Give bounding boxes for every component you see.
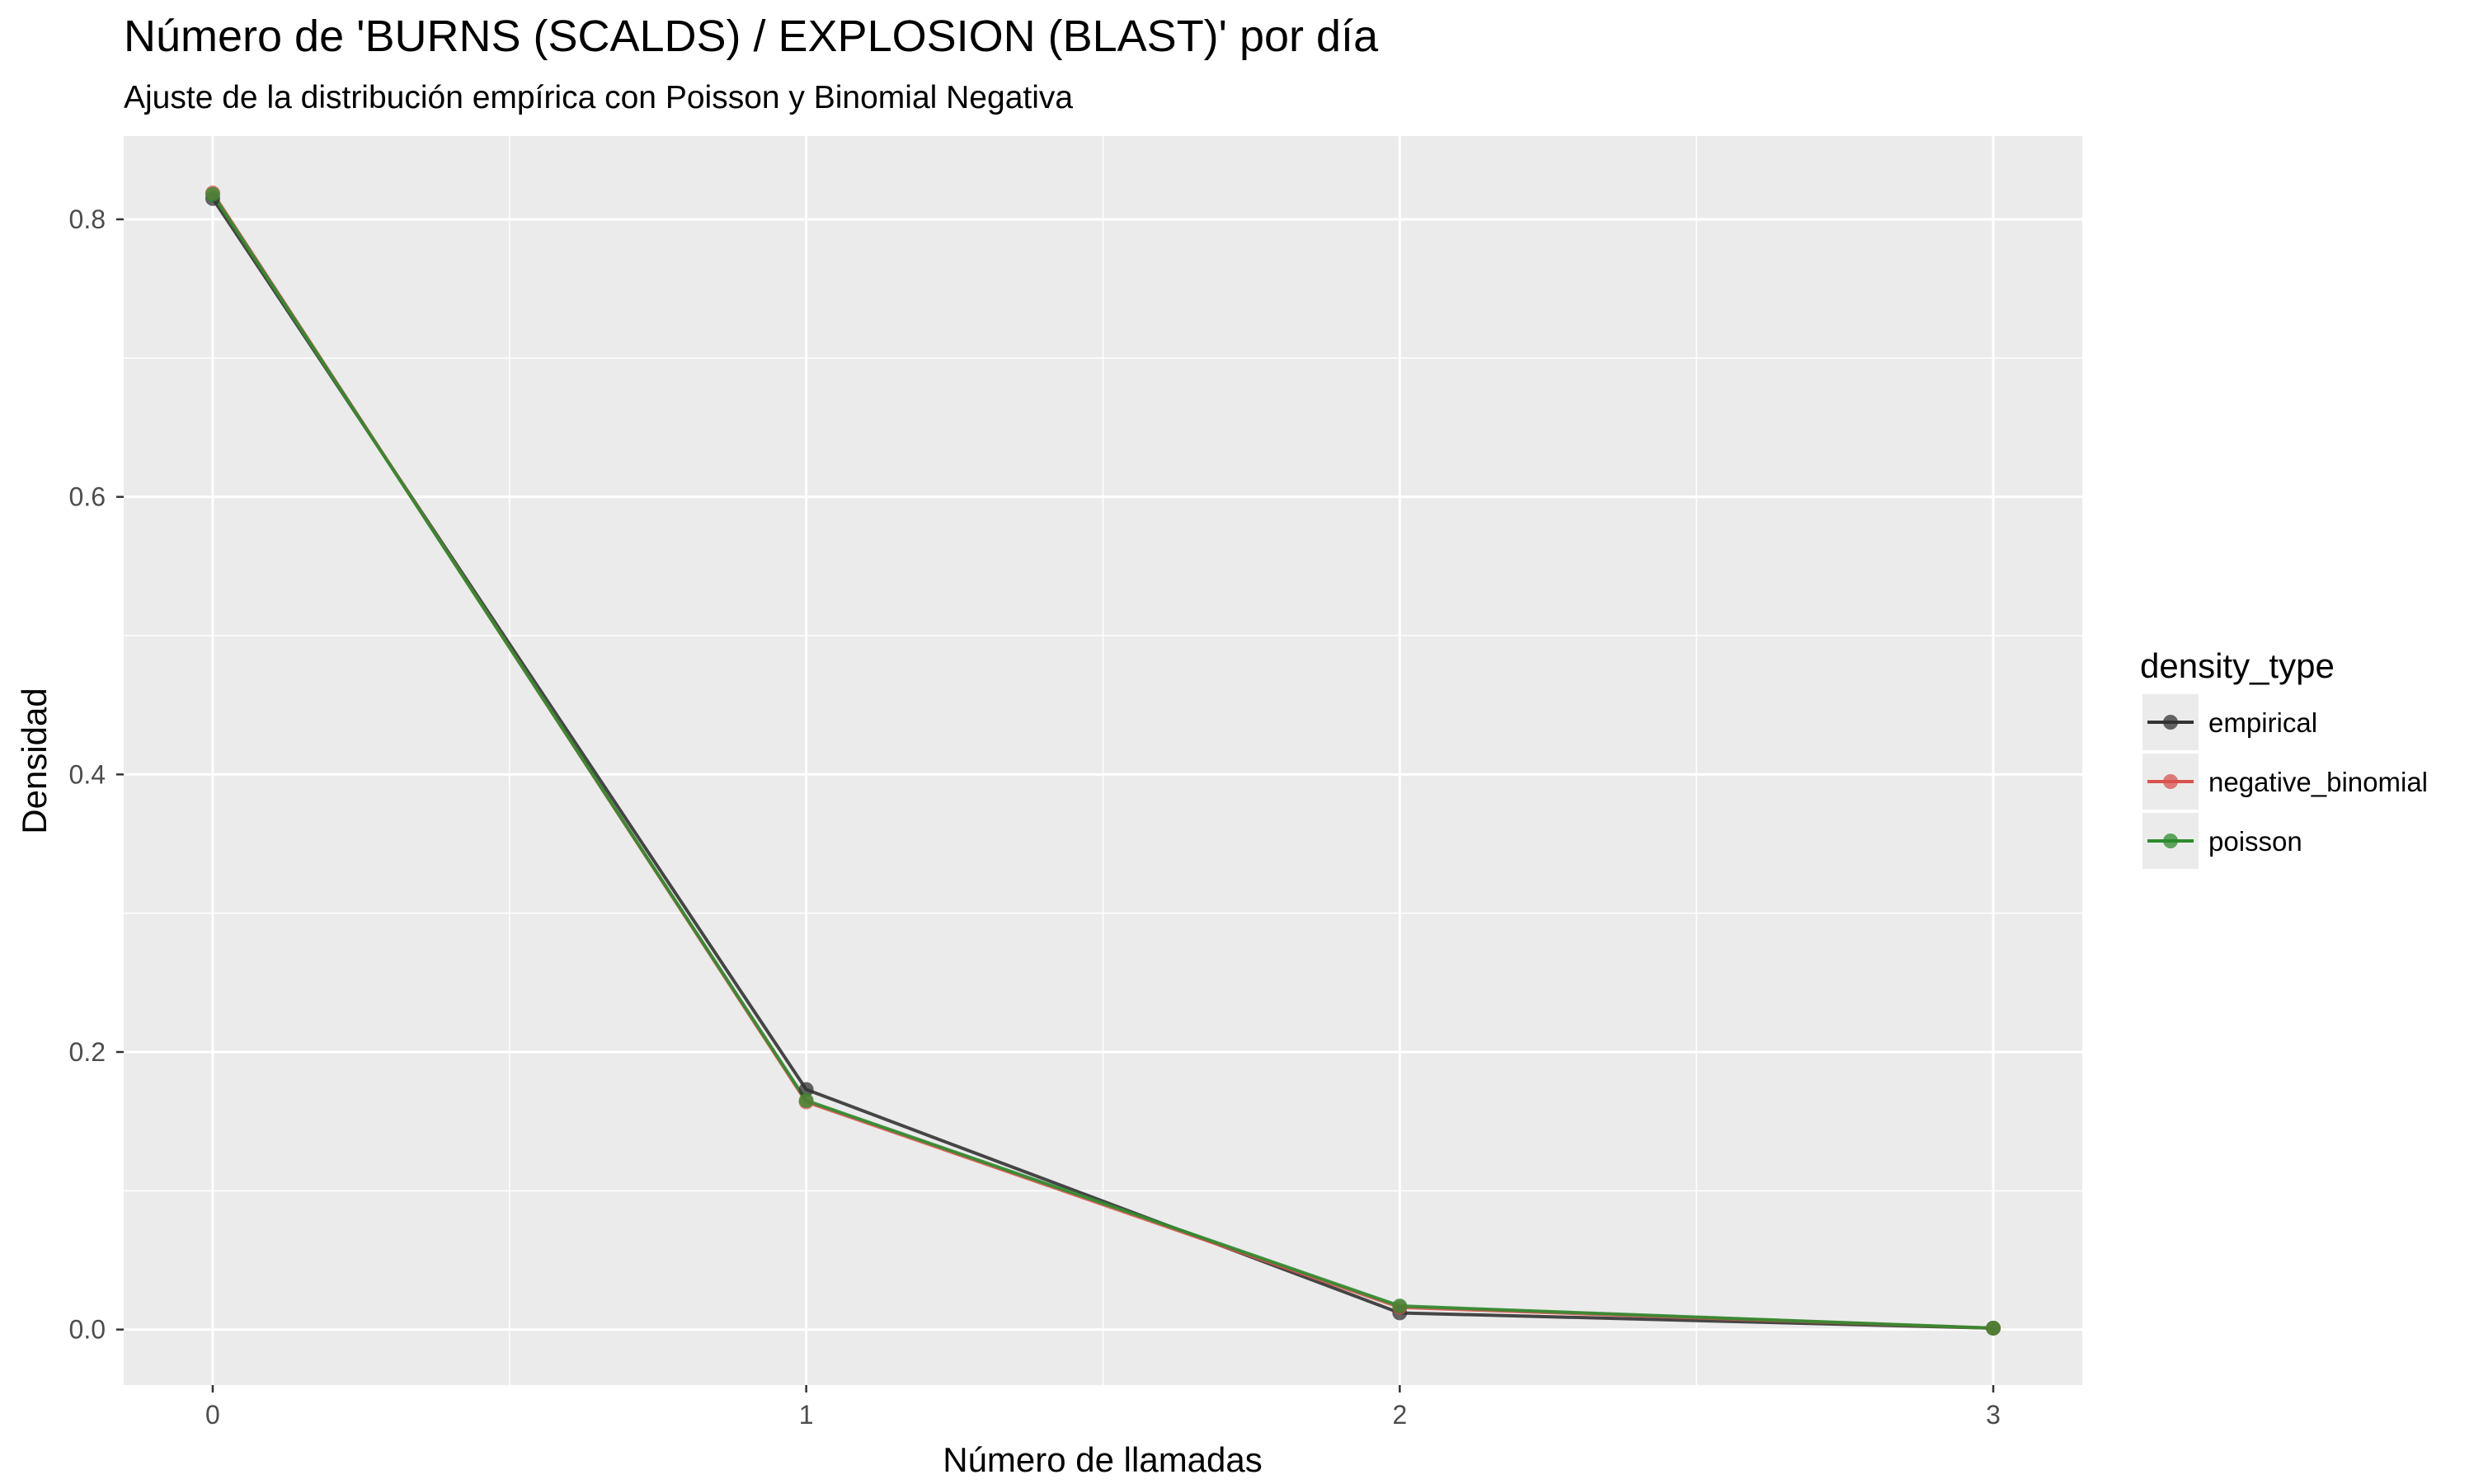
legend-key-point-poisson	[2163, 834, 2178, 848]
x-tick-label: 3	[1986, 1400, 2001, 1430]
legend-key-point-negative_binomial	[2163, 774, 2178, 789]
legend-title: density_type	[2140, 646, 2335, 685]
major-gridlines	[124, 136, 2082, 1385]
x-tick-label: 1	[799, 1400, 814, 1430]
axis-ticks	[116, 218, 1995, 1392]
y-tick-labels: 0.0 0.2 0.4 0.6 0.8	[69, 204, 106, 1345]
x-tick-labels: 0 1 2 3	[205, 1400, 2001, 1430]
series-points	[205, 186, 2001, 1336]
y-axis-title: Densidad	[15, 688, 54, 834]
x-tick-label: 2	[1392, 1400, 1407, 1430]
y-tick-label: 0.8	[69, 204, 106, 234]
y-tick-label: 0.6	[69, 482, 106, 512]
series-point-poisson	[1392, 1298, 1408, 1314]
legend-label-poisson: poisson	[2208, 826, 2302, 857]
series-line-poisson	[211, 193, 1994, 1330]
chart-title: Número de 'BURNS (SCALDS) / EXPLOSION (B…	[124, 12, 1379, 61]
x-axis-title: Número de llamadas	[943, 1440, 1263, 1479]
series-lines	[211, 191, 1994, 1330]
chart-subtitle: Ajuste de la distribución empírica con P…	[124, 80, 1073, 115]
series-point-poisson	[205, 186, 220, 202]
y-tick-label: 0.4	[69, 759, 106, 789]
legend-label-empirical: empirical	[2208, 707, 2317, 738]
legend-key-point-empirical	[2163, 715, 2178, 730]
series-line-empirical	[211, 197, 1994, 1330]
series-point-poisson	[798, 1092, 814, 1108]
x-tick-label: 0	[205, 1400, 220, 1430]
series-point-empirical	[798, 1082, 814, 1097]
legend-label-negative_binomial: negative_binomial	[2208, 767, 2428, 797]
series-point-poisson	[1986, 1320, 2001, 1336]
y-tick-label: 0.2	[69, 1037, 106, 1067]
minor-gridlines	[124, 136, 2082, 1385]
y-tick-label: 0.0	[69, 1315, 106, 1345]
legend: density_type empirical negative_binomialp…	[2140, 646, 2428, 869]
